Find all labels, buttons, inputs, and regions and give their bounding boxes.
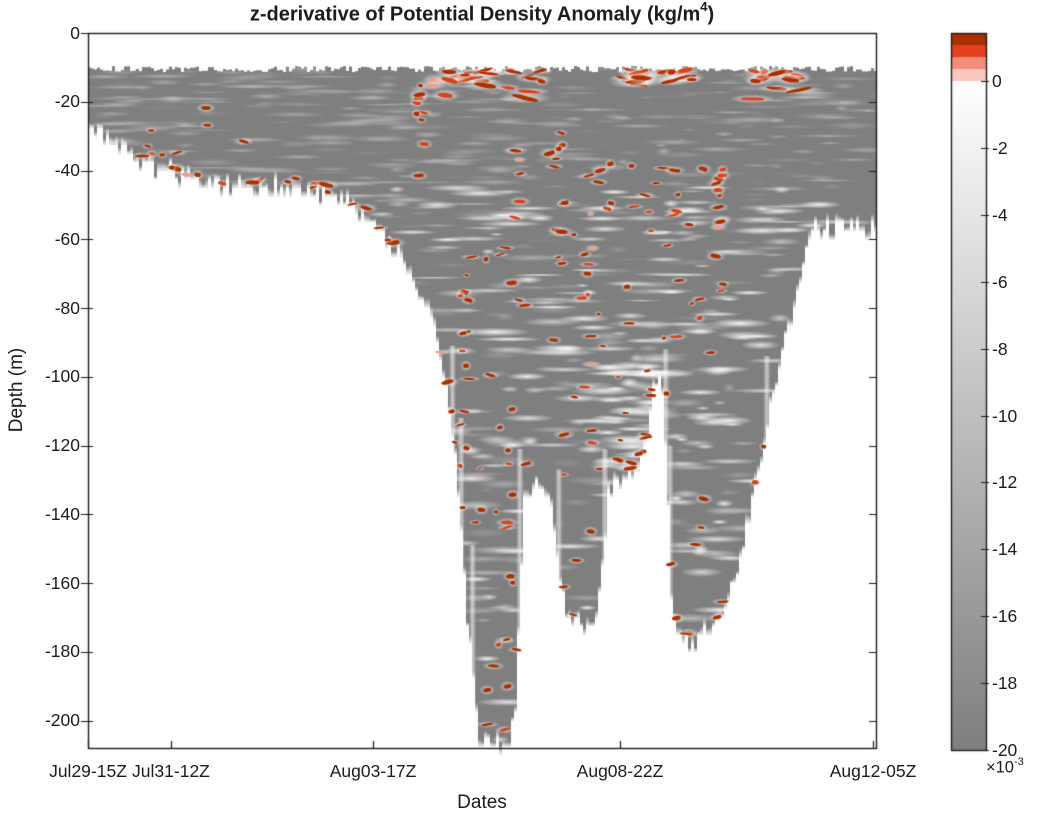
- colorbar-tick-label-8: -16: [992, 606, 1018, 626]
- y-tick-label-7: -140: [44, 503, 80, 524]
- y-axis-label: Depth (m): [6, 347, 27, 433]
- x-tick-label-2: Aug03-17Z: [329, 761, 417, 781]
- y-tick-label-0: 0: [70, 22, 80, 43]
- y-tick-label-4: -80: [54, 297, 80, 318]
- colorbar-scale-base: ×10: [986, 758, 1014, 777]
- colorbar-tick-label-7: -14: [992, 539, 1018, 559]
- y-tick-label-6: -120: [44, 435, 80, 455]
- colorbar-scale-label: ×10-3: [986, 756, 1024, 778]
- y-tick-label-3: -60: [54, 228, 80, 249]
- y-tick-label-1: -20: [54, 91, 80, 112]
- colorbar-tick-label-2: -4: [992, 205, 1008, 225]
- colorbar-tick-label-6: -12: [992, 472, 1018, 492]
- x-tick-label-1: Jul31-12Z: [132, 761, 210, 781]
- y-tick-label-5: -100: [44, 366, 80, 387]
- x-tick-label-4: Aug12-05Z: [829, 761, 917, 781]
- chart-title-superscript: 4: [700, 0, 708, 14]
- chart-title: z-derivative of Potential Density Anomal…: [88, 0, 876, 27]
- chart-title-suffix: ): [707, 3, 715, 26]
- y-tick-label-8: -160: [44, 572, 80, 593]
- x-tick-label-3: Aug08-22Z: [576, 761, 664, 781]
- y-tick-label-9: -180: [44, 641, 80, 662]
- colorbar-tick-label-3: -6: [992, 272, 1008, 292]
- colorbar-tick-label-10: -20: [992, 740, 1018, 760]
- colorbar-tick-label-4: -8: [992, 339, 1008, 359]
- colorbar-tick-label-0: 0: [992, 71, 1002, 91]
- colorbar-tick-label-9: -18: [992, 673, 1018, 693]
- y-tick-label-2: -40: [54, 160, 80, 180]
- x-axis-label: Dates: [457, 792, 507, 813]
- chart-title-text: z-derivative of Potential Density Anomal…: [249, 3, 701, 26]
- y-tick-label-10: -200: [44, 710, 80, 730]
- colorbar-scale-exponent: -3: [1014, 756, 1024, 768]
- x-tick-label-0: Jul29-15Z: [49, 761, 127, 781]
- colorbar-tick-label-1: -2: [992, 138, 1008, 158]
- colorbar-tick-label-5: -10: [992, 406, 1018, 426]
